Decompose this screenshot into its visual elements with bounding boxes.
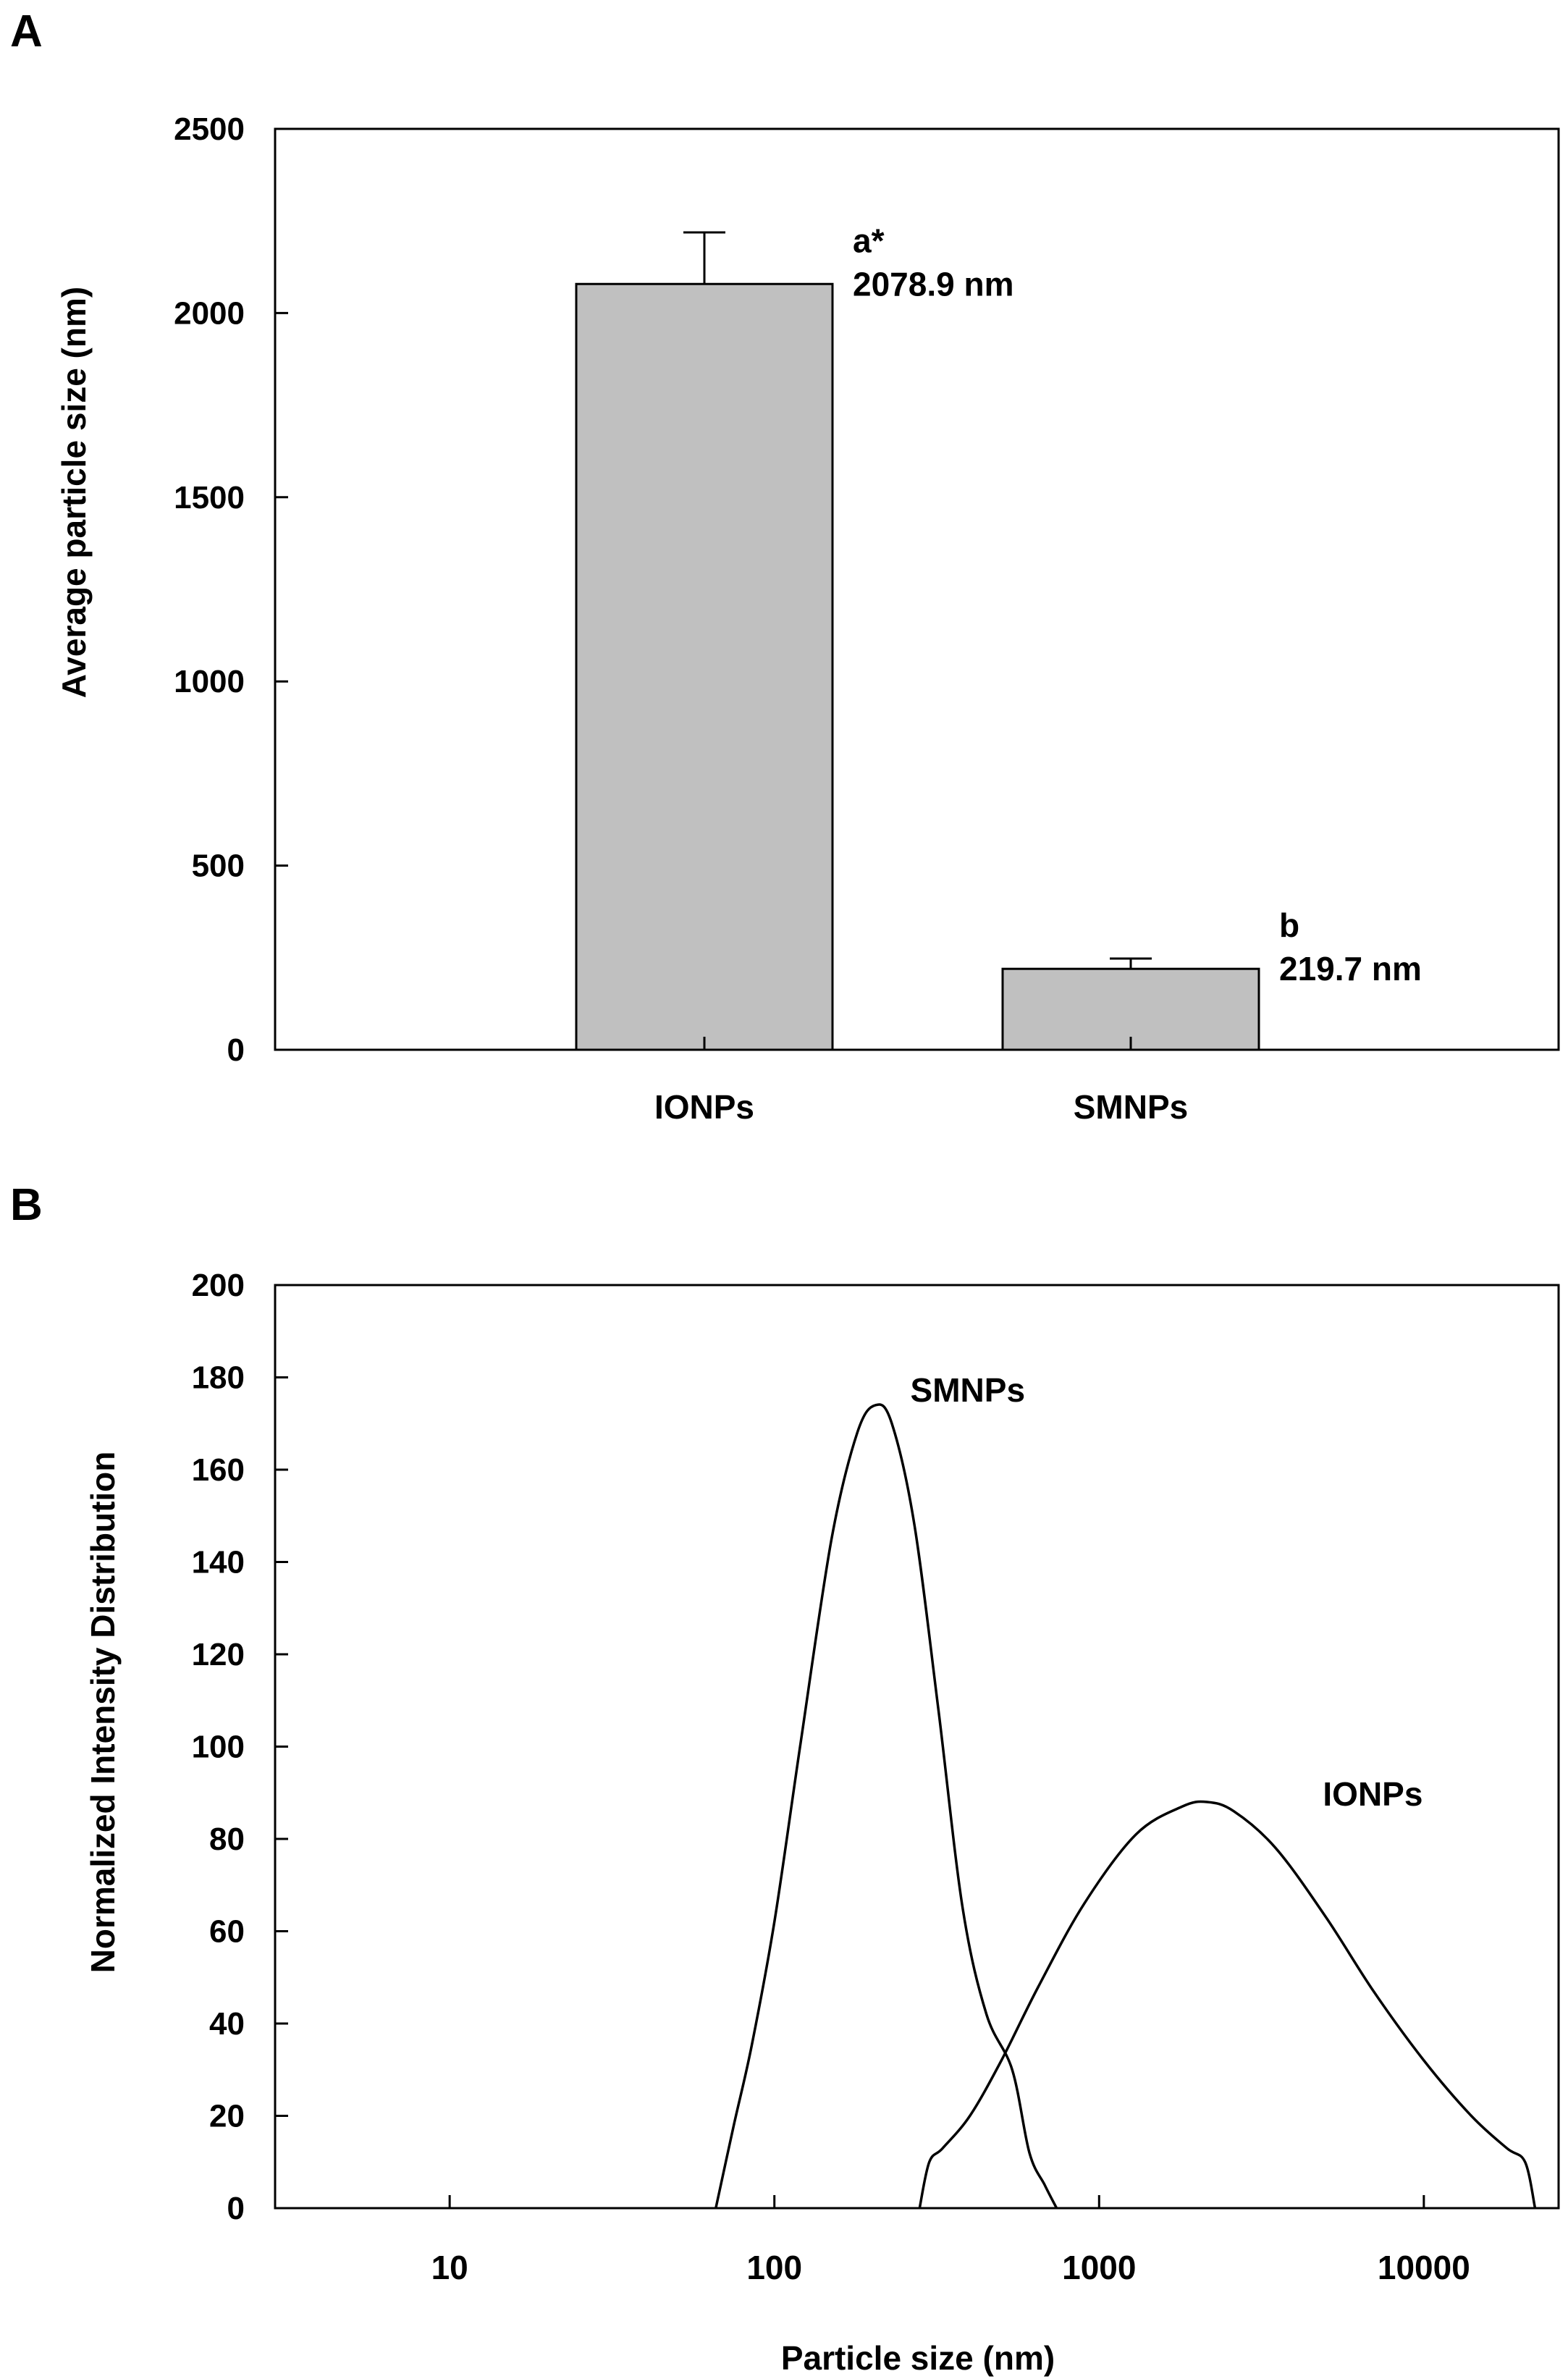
curve-label-ionps: IONPs — [1323, 1775, 1422, 1813]
line-chart-panel-b: Normalized Intensity Distribution Partic… — [84, 1268, 1560, 2377]
y-tick-label-b: 60 — [209, 1914, 245, 1950]
y-tick-label-a: 0 — [227, 1032, 245, 1068]
bar-chart-panel-a: Average particle size (nm) 0 500 1000 1500 2… — [55, 111, 1560, 1126]
plot-frame-a — [274, 127, 1560, 1051]
x-axis-label-b: Particle size (nm) — [781, 2339, 1055, 2377]
y-tick-label-a: 1000 — [174, 664, 245, 699]
y-tick-label-a: 2000 — [174, 295, 245, 331]
y-tick-label-b: 20 — [209, 2099, 245, 2134]
y-tick-label-a: 500 — [192, 849, 245, 884]
x-tick-label-b: 100 — [746, 2249, 802, 2286]
y-tick-label-a: 1500 — [174, 480, 245, 515]
y-tick-label-b: 40 — [209, 2006, 245, 2042]
y-tick-label-b: 120 — [192, 1637, 245, 1672]
bar-smnps — [1001, 967, 1260, 1051]
series-line-ionps — [918, 1800, 1537, 2209]
x-tick-label-b: 10000 — [1378, 2249, 1470, 2286]
y-tick-label-b: 80 — [209, 1822, 245, 1857]
y-tick-label-b: 0 — [227, 2191, 245, 2226]
x-tick-label-smnps: SMNPs — [1074, 1088, 1188, 1126]
curve-label-smnps: SMNPs — [911, 1371, 1025, 1409]
panel-label-b: B — [10, 1180, 43, 1230]
annotation-letter-smnps: b — [1279, 906, 1299, 944]
plot-frame-b — [274, 1284, 1560, 2210]
y-tick-label-b: 100 — [192, 1730, 245, 1765]
x-tick-label-b: 10 — [431, 2249, 468, 2286]
y-tick-label-b: 140 — [192, 1545, 245, 1580]
y-axis-label-a: Average particle size (nm) — [55, 287, 93, 698]
y-tick-label-a: 2500 — [174, 111, 245, 147]
annotation-value-ionps: 2078.9 nm — [853, 265, 1013, 303]
y-tick-label-b: 160 — [192, 1452, 245, 1488]
annotation-letter-ionps: a* — [853, 222, 885, 259]
y-tick-label-b: 180 — [192, 1360, 245, 1396]
annotation-value-smnps: 219.7 nm — [1279, 950, 1422, 988]
y-tick-label-b: 200 — [192, 1268, 245, 1303]
x-tick-label-b: 1000 — [1062, 2249, 1136, 2286]
bar-ionps — [575, 282, 834, 1051]
x-tick-label-ionps: IONPs — [654, 1088, 754, 1126]
panel-label-a: A — [10, 7, 43, 56]
y-axis-label-b: Normalized Intensity Distribution — [84, 1452, 122, 1974]
series-line-smnps — [715, 1403, 1058, 2209]
